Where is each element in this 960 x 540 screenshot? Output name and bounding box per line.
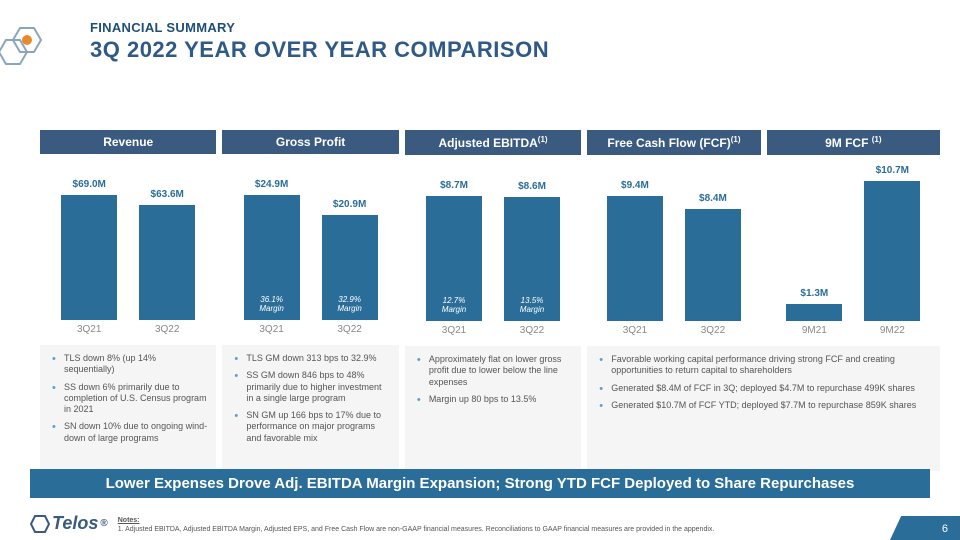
x-axis-label: 3Q21 [607,325,663,336]
bullet-list: Approximately flat on lower gross profit… [405,346,581,471]
bar-value-label: $69.0M [61,179,117,190]
panel-0: Revenue $69.0M $63.6M 3Q21 3Q22 TLS down 8% (… [40,130,216,471]
panel-group-fcf: Free Cash Flow (FCF)(1)$9.4M$8.4M3Q213Q2… [587,130,940,471]
page-title: 3Q 2022 YEAR OVER YEAR COMPARISON [90,37,549,63]
bar-chart: $69.0M $63.6M [40,170,216,320]
panel-header: 9M FCF (1) [767,130,940,155]
x-axis-label: 3Q21 [244,324,300,335]
panel-header: Free Cash Flow (FCF)(1) [587,130,760,155]
bullet-item: Approximately flat on lower gross profit… [421,354,573,388]
x-axis-label: 3Q22 [504,325,560,336]
bar: $63.6M [139,205,195,320]
bar: $8.6M13.5%Margin [504,197,560,321]
bullet-item: SS GM down 846 bps to 48% primarily due … [238,370,390,404]
x-axis: 3Q21 3Q22 [587,325,760,336]
x-axis: 9M21 9M22 [767,325,940,336]
bar-chart: $9.4M $8.4M [587,171,760,321]
panel-1: Gross Profit$24.9M36.1%Margin$20.9M32.9%… [222,130,398,471]
bar-value-label: $1.3M [786,288,842,299]
bullet-item: Margin up 80 bps to 13.5% [421,394,573,405]
callout-bar: Lower Expenses Drove Adj. EBITDA Margin … [30,469,930,498]
bar: $20.9M32.9%Margin [322,215,378,320]
panel-header: Revenue [40,130,216,154]
footnotes: Notes: 1. Adjusted EBITDA, Adjusted EBIT… [118,517,715,534]
bar-chart: $24.9M36.1%Margin$20.9M32.9%Margin [222,170,398,320]
panel-2: Adjusted EBITDA(1)$8.7M12.7%Margin$8.6M1… [405,130,581,471]
bullet-item: SN down 10% due to ongoing wind-down of … [56,421,208,444]
bullet-item: Generated $8.4M of FCF in 3Q; deployed $… [603,383,932,394]
x-axis: 3Q21 3Q22 [405,325,581,336]
bar-value-label: $8.7M [426,180,482,191]
bar: $10.7M [864,181,920,321]
bullet-list: TLS down 8% (up 14% sequentially) SS down… [40,345,216,470]
bullet-item: Generated $10.7M of FCF YTD; deployed $7… [603,400,932,411]
bullet-list: Favorable working capital performance dr… [587,346,940,471]
bar-value-label: $8.4M [685,193,741,204]
telos-logo: Telos® [30,513,108,534]
bullet-list: TLS GM down 313 bps to 32.9% SS GM down 8… [222,345,398,470]
bar: $8.7M12.7%Margin [426,196,482,321]
bar-value-label: $9.4M [607,180,663,191]
x-axis-label: 3Q22 [322,324,378,335]
panel-header: Adjusted EBITDA(1) [405,130,581,155]
x-axis-label: 9M21 [786,325,842,336]
page-number: 6 [942,523,948,535]
panel-4: 9M FCF (1) $1.3M $10.7M 9M21 9M22 [767,130,940,336]
bullet-item: Favorable working capital performance dr… [603,354,932,377]
x-axis-label: 3Q22 [139,324,195,335]
x-axis-label: 3Q21 [426,325,482,336]
bar-margin-label: 36.1%Margin [244,296,300,314]
bullet-item: TLS GM down 313 bps to 32.9% [238,353,390,364]
bar-chart: $1.3M $10.7M [767,171,940,321]
x-axis-label: 9M22 [864,325,920,336]
bar: $9.4M [607,196,663,321]
eyebrow: FINANCIAL SUMMARY [90,20,549,35]
bar: $24.9M36.1%Margin [244,195,300,320]
bar-value-label: $24.9M [244,179,300,190]
x-axis: 3Q21 3Q22 [40,324,216,335]
bar-value-label: $63.6M [139,189,195,200]
x-axis: 3Q21 3Q22 [222,324,398,335]
bar: $1.3M [786,304,842,321]
bullet-item: TLS down 8% (up 14% sequentially) [56,353,208,376]
bullet-item: SN GM up 166 bps to 17% due to performan… [238,410,390,444]
hex-icon [0,20,60,80]
bar-value-label: $10.7M [864,165,920,176]
bar-margin-label: 12.7%Margin [426,297,482,315]
bar-value-label: $8.6M [504,181,560,192]
page-number-bg [890,516,960,540]
panel-3: Free Cash Flow (FCF)(1)$9.4M$8.4M3Q213Q2… [587,130,760,336]
x-axis-label: 3Q22 [685,325,741,336]
bar: $69.0M [61,195,117,320]
bar: $8.4M [685,209,741,321]
panel-header: Gross Profit [222,130,398,154]
bar-value-label: $20.9M [322,199,378,210]
x-axis-label: 3Q21 [61,324,117,335]
bar-chart: $8.7M12.7%Margin$8.6M13.5%Margin [405,171,581,321]
bullet-item: SS down 6% primarily due to completion o… [56,382,208,416]
bar-margin-label: 13.5%Margin [504,297,560,315]
bar-margin-label: 32.9%Margin [322,296,378,314]
